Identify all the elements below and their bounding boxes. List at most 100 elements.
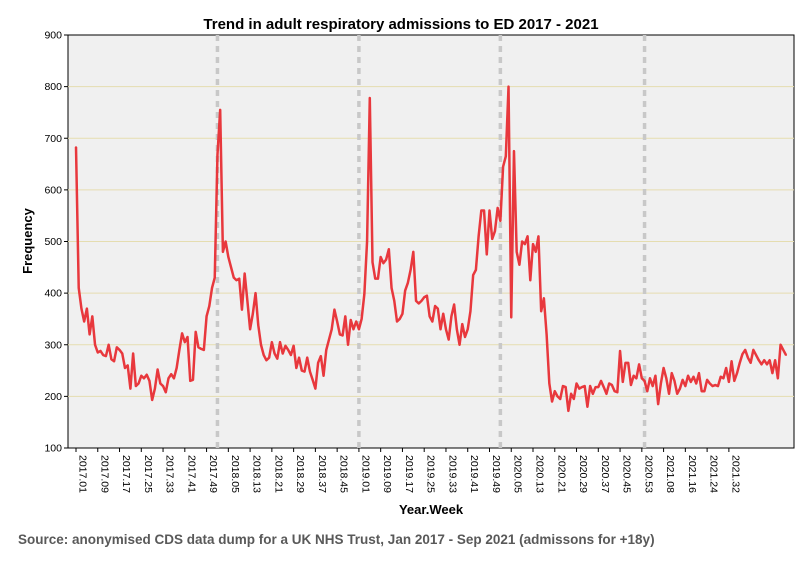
data-point	[548, 382, 551, 385]
data-point	[246, 299, 249, 302]
data-point	[401, 312, 404, 315]
data-point	[83, 320, 86, 323]
x-tick-label: 2020.53	[642, 455, 654, 493]
x-tick-label: 2018.29	[294, 455, 306, 493]
data-point	[689, 381, 692, 383]
data-point	[260, 343, 262, 346]
data-point	[738, 361, 741, 364]
data-point	[447, 338, 450, 341]
data-point	[733, 379, 736, 382]
data-point	[153, 387, 156, 390]
data-point	[330, 328, 333, 331]
data-point	[611, 384, 613, 386]
data-point	[110, 358, 113, 361]
data-point	[360, 318, 363, 320]
data-point	[461, 323, 464, 325]
data-point	[287, 349, 290, 351]
data-point	[727, 381, 730, 383]
data-point	[385, 258, 388, 261]
x-tick-label: 2020.37	[599, 455, 611, 493]
data-point	[213, 276, 216, 279]
data-point	[292, 344, 295, 347]
data-point	[175, 367, 178, 369]
data-point	[708, 382, 711, 385]
data-point	[782, 349, 785, 351]
data-point	[249, 328, 252, 331]
data-point	[654, 374, 657, 377]
data-point	[757, 359, 760, 362]
data-point	[137, 382, 140, 385]
data-point	[483, 209, 485, 212]
data-point	[159, 382, 162, 385]
data-point	[572, 398, 575, 400]
data-point	[763, 359, 766, 362]
data-point	[551, 400, 553, 403]
x-tick-label: 2019.25	[425, 455, 437, 493]
data-point	[477, 235, 480, 238]
data-point	[499, 219, 502, 222]
data-point	[553, 390, 556, 393]
data-point	[270, 341, 273, 344]
data-point	[118, 349, 121, 351]
data-point	[643, 379, 646, 382]
data-point	[485, 253, 488, 256]
data-point	[700, 390, 703, 393]
x-tick-label: 2019.33	[446, 455, 458, 493]
data-point	[257, 324, 260, 327]
data-point	[107, 343, 110, 346]
data-point	[145, 373, 148, 376]
data-point	[235, 279, 238, 282]
data-point	[265, 359, 268, 362]
data-point	[711, 385, 714, 387]
data-point	[616, 391, 619, 394]
source-note: Source: anonymised CDS data dump for a U…	[18, 532, 655, 547]
data-point	[464, 336, 466, 338]
data-point	[75, 146, 77, 148]
data-point	[151, 399, 154, 401]
data-point	[534, 250, 537, 253]
x-tick-label: 2020.45	[621, 455, 633, 493]
data-point	[755, 354, 757, 356]
data-point	[409, 268, 412, 271]
data-point	[605, 392, 608, 395]
data-point	[602, 386, 605, 388]
series-line	[74, 85, 788, 413]
data-point	[344, 315, 347, 318]
data-point	[192, 378, 194, 381]
data-point	[684, 385, 687, 387]
data-point	[681, 378, 684, 381]
data-point	[216, 153, 219, 156]
data-point	[545, 333, 548, 336]
data-point	[659, 382, 662, 385]
x-tick-label: 2020.13	[534, 455, 546, 493]
x-tick-label: 2021.08	[664, 455, 676, 493]
data-point	[80, 307, 83, 310]
data-point	[319, 355, 322, 358]
y-tick-label: 100	[44, 443, 62, 455]
data-point	[186, 336, 189, 338]
data-point	[178, 349, 181, 351]
data-point	[670, 372, 673, 375]
data-point	[480, 209, 483, 212]
data-point	[722, 377, 725, 380]
data-point	[507, 85, 510, 88]
x-tick-label: 2019.09	[381, 455, 393, 493]
data-point	[714, 384, 717, 386]
data-point	[570, 392, 572, 395]
y-axis-label: Frequency	[20, 207, 35, 274]
x-tick-label: 2017.17	[120, 455, 132, 493]
data-point	[608, 382, 611, 385]
data-point	[717, 385, 719, 387]
data-point	[665, 377, 668, 380]
data-point	[306, 356, 309, 359]
data-point	[578, 387, 581, 390]
data-point	[613, 390, 616, 393]
x-tick-label: 2021.16	[686, 455, 698, 493]
data-point	[162, 385, 164, 387]
data-point	[668, 392, 670, 395]
data-point	[736, 372, 738, 375]
data-point	[314, 387, 317, 390]
y-tick-label: 500	[44, 236, 62, 248]
data-point	[347, 343, 349, 346]
data-point	[200, 347, 203, 350]
